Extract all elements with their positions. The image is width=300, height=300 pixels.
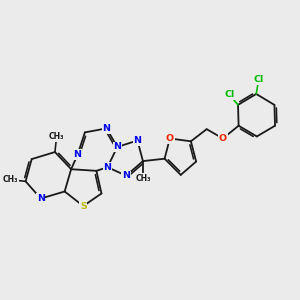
Text: CH₃: CH₃ [49,132,64,141]
Text: O: O [219,134,227,143]
Text: N: N [103,124,110,133]
Text: S: S [80,202,87,211]
Text: N: N [103,163,112,172]
Text: Cl: Cl [254,75,264,84]
Text: N: N [122,171,130,180]
Text: CH₃: CH₃ [135,174,151,183]
Text: Cl: Cl [224,90,235,99]
Text: N: N [113,142,121,152]
Text: CH₃: CH₃ [3,175,18,184]
Text: N: N [134,136,142,145]
Text: N: N [37,194,45,203]
Text: O: O [166,134,174,143]
Text: N: N [74,150,82,159]
